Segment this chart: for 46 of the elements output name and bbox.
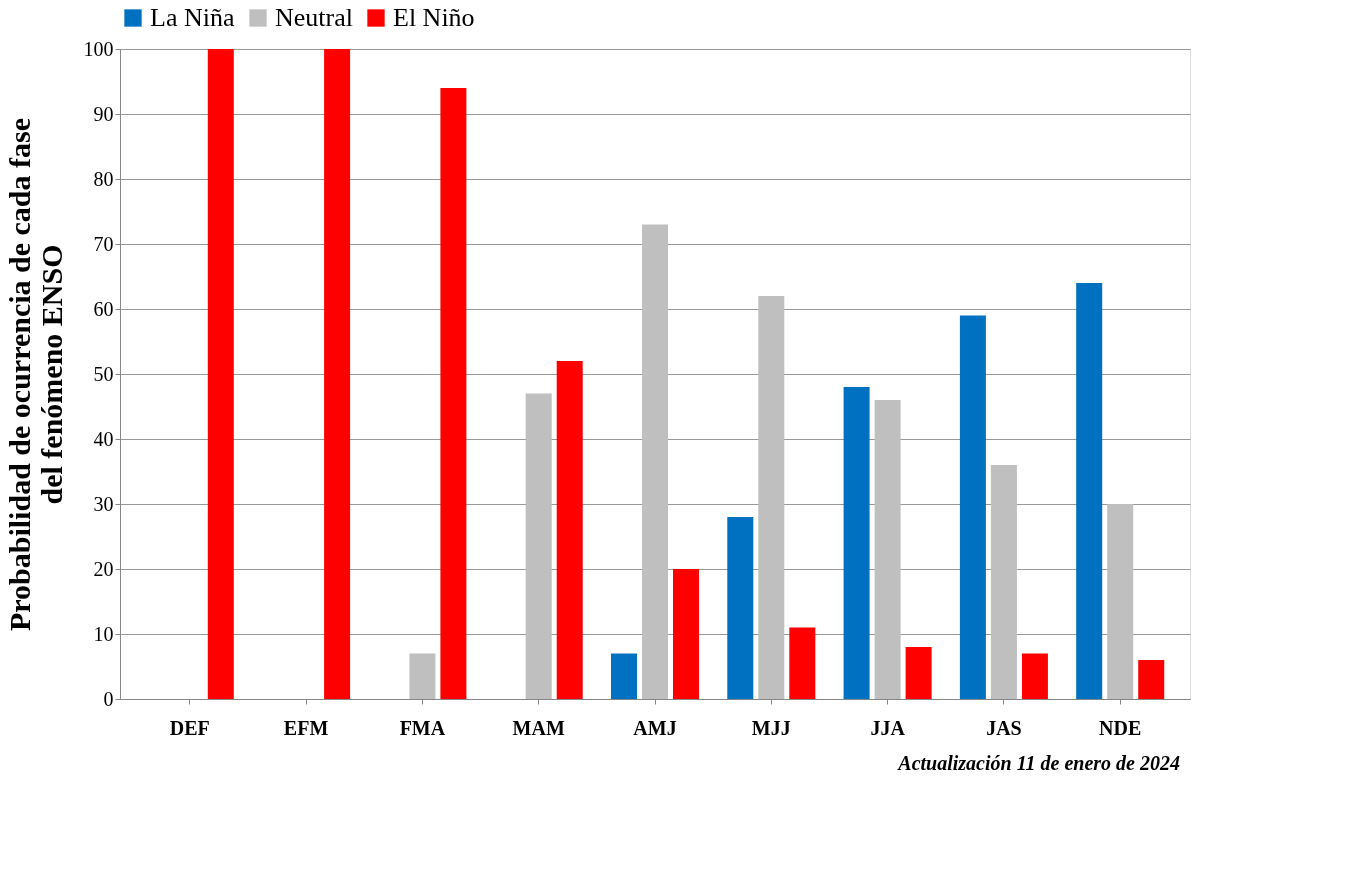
y-tick-label: 20 — [93, 557, 114, 580]
bar — [789, 627, 816, 699]
y-axis-title: Probabilidad de ocurrencia de cada fase del fenómeno ENSO — [2, 117, 68, 632]
bar — [959, 315, 986, 699]
bar — [727, 517, 754, 699]
x-tick-label: DEF — [169, 716, 210, 739]
x-tick-label: NDE — [1099, 716, 1142, 739]
bar — [556, 361, 583, 699]
text: Actualización 11 de enero de 2024 — [896, 752, 1180, 774]
bar — [610, 653, 637, 699]
y-tick-label: 30 — [93, 492, 114, 515]
y-tick-label: 60 — [93, 297, 114, 320]
x-tick-label: MJJ — [751, 716, 791, 739]
bar — [874, 400, 901, 699]
x-tick-label: JAS — [986, 716, 1022, 739]
y-tick-label: 0 — [103, 687, 114, 710]
bar — [1138, 660, 1165, 699]
bar — [525, 393, 552, 699]
x-tick-label: JJA — [870, 716, 906, 739]
y-tick-label: 50 — [93, 362, 114, 385]
bar — [324, 49, 351, 699]
y-tick-label: 90 — [93, 102, 114, 125]
x-tick-label: AMJ — [633, 716, 677, 739]
bar — [905, 647, 932, 699]
y-tick-label: 100 — [83, 37, 114, 60]
y-tick-label: 40 — [93, 427, 114, 450]
x-tick-label: MAM — [512, 716, 565, 739]
x-tick-label: FMA — [399, 716, 446, 739]
legend-label: El Niño — [393, 3, 475, 32]
legend-label: Neutral — [275, 3, 353, 32]
y-tick-label: 80 — [93, 167, 114, 190]
y-tick-label: 70 — [93, 232, 114, 255]
legend-label: La Niña — [150, 3, 235, 32]
bar — [409, 653, 436, 699]
bar — [1021, 653, 1048, 699]
bar — [673, 569, 700, 699]
bar — [642, 224, 668, 699]
bar — [207, 49, 234, 699]
bar — [440, 88, 467, 699]
bar — [1107, 504, 1134, 699]
bar — [990, 465, 1017, 699]
y-tick-label: 10 — [93, 622, 114, 645]
bar — [758, 296, 785, 699]
bar — [843, 387, 870, 699]
x-tick-label: EFM — [283, 716, 329, 739]
bar — [1076, 283, 1103, 699]
